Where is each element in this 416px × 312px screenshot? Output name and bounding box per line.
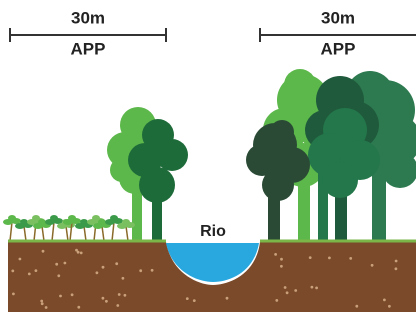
tree-part [139,167,175,203]
soil-texture-part [388,305,391,308]
crop-plants-part [112,222,114,241]
crop-plants-part [84,226,86,241]
width-label: 30m [321,8,355,27]
soil-texture-part [151,269,154,272]
crop-plants-part [66,226,68,241]
river-label: Rio [200,223,226,240]
soil-texture-part [139,269,142,272]
crop-plants-part [50,215,58,221]
soil-texture-part [40,300,43,303]
soil-texture-part [226,297,229,300]
soil-texture-part [395,260,398,263]
tree-part [284,69,316,101]
soil-texture-part [77,306,80,309]
crop-plants-part [38,219,46,225]
soil-texture-part [311,286,314,289]
soil-texture-part [286,291,289,294]
crop-plants-part [126,226,128,241]
soil-texture-part [294,289,297,292]
soil-texture-part [383,299,386,302]
tree-part [270,120,294,144]
soil-texture-part [116,304,119,307]
soil-texture-part [71,293,74,296]
soil-texture-part [105,300,108,303]
width-label: 30m [71,8,105,27]
crop-plants [3,215,135,241]
soil-texture-part [42,250,45,253]
soil-texture-part [315,287,318,290]
soil-texture-part [12,293,15,296]
soil-texture-part [122,277,125,280]
soil-texture-part [28,273,31,276]
right-dimension: 30m APP [260,8,416,58]
riparian-diagram: 30m APP 30m APP [0,0,416,312]
soil-texture-part [59,295,62,298]
crop-plants-part [32,215,40,221]
crop-plants-part [42,226,44,241]
tree-part [262,169,294,201]
crop-plants-part [8,215,16,221]
tree-part [322,162,358,198]
soil-texture-part [96,271,99,274]
crop-plants-part [92,215,100,221]
soil-texture-part [102,297,105,300]
soil-texture-part [280,258,283,261]
soil-texture-part [102,266,105,269]
soil-texture-part [57,274,60,277]
soil-texture-part [284,286,287,289]
tree-part [156,139,188,171]
soil-texture-part [280,265,283,268]
soil-texture-part [55,263,58,266]
soil-texture-part [75,249,78,252]
soil-texture-part [355,305,358,308]
soil-texture-part [328,257,331,260]
soil-texture-part [275,299,278,302]
crop-plants-part [24,226,26,241]
crop-plants-part [52,222,54,241]
soil-texture-part [80,252,83,255]
crop-plants-part [80,219,88,225]
soil-texture-part [118,293,121,296]
soil-texture-part [19,258,22,261]
soil-texture-part [11,270,14,273]
zone-label: APP [71,39,106,58]
crop-plants-part [98,219,106,225]
crop-plants-part [102,226,104,241]
soil-texture-part [45,306,48,309]
soil-texture-part [193,299,196,302]
soil-texture-part [349,257,352,260]
crop-plants-part [68,215,76,221]
soil-texture-part [64,262,67,265]
soil-texture-part [309,256,312,259]
soil-texture-part [186,297,189,300]
soil-texture-part [124,294,127,297]
left-dimension: 30m APP [10,8,166,58]
crop-plants-part [10,222,12,241]
crop-plants-part [110,215,118,221]
page: 30m APP 30m APP [0,0,416,312]
crop-plants-part [20,219,28,225]
soil-texture-part [274,253,277,256]
zone-label: APP [321,39,356,58]
soil-texture-part [395,267,398,270]
soil-texture-part [371,264,374,267]
crop-plants-part [122,219,130,225]
soil-texture-part [115,262,118,265]
soil-texture-part [35,269,38,272]
soil-texture-part [41,302,44,305]
